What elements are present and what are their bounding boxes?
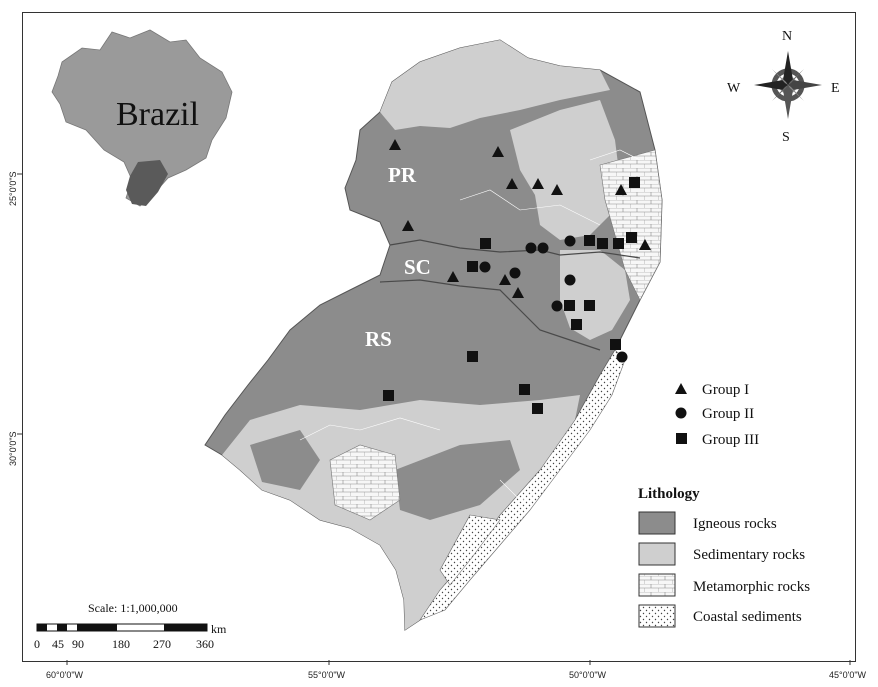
compass-e-label: E: [831, 81, 840, 96]
state-label-rs: RS: [365, 327, 392, 351]
group-1-point: [402, 220, 414, 231]
legend-sedimentary-label: Sedimentary rocks: [693, 547, 805, 563]
x-tick-label: 45°0'0"W: [829, 670, 867, 680]
group-1-point: [639, 239, 651, 250]
group-2-points: [479, 235, 628, 363]
scale-label: 180: [112, 637, 130, 651]
scale-label: 90: [72, 637, 84, 651]
group-1-point: [447, 271, 459, 282]
legend-group-3-label: Group III: [702, 432, 759, 448]
group-2-point: [564, 235, 576, 247]
group-3-point: [383, 390, 394, 401]
group-3-point: [571, 319, 582, 330]
group-legend: Group I Group II Group III: [675, 382, 759, 448]
scale-bar: Scale: 1:1,000,000 km 0 45 90 180 270 36…: [34, 601, 227, 651]
scale-label: 0: [34, 637, 40, 651]
group-3-point: [519, 384, 530, 395]
axis-ticks: [17, 173, 851, 665]
compass-s-label: S: [782, 130, 790, 145]
legend-coastal-label: Coastal sediments: [693, 609, 802, 625]
brazil-label: Brazil: [116, 96, 199, 133]
legend-metamorphic-label: Metamorphic rocks: [693, 579, 810, 595]
brazil-inset-map: Brazil: [51, 29, 233, 207]
group-3-points: [383, 177, 640, 414]
state-label-pr: PR: [388, 163, 417, 187]
x-tick-label: 60°0'0"W: [46, 670, 84, 680]
group-3-point: [480, 238, 491, 249]
legend-coastal-swatch: [638, 604, 676, 628]
group-1-point: [615, 184, 627, 195]
y-tick-label: 30°0'0"S: [8, 431, 18, 466]
legend-triangle-icon: [675, 383, 687, 394]
scale-unit: km: [211, 622, 227, 636]
legend-igneous-label: Igneous rocks: [693, 516, 777, 532]
group-3-point: [626, 232, 637, 243]
group-2-point: [479, 261, 491, 273]
group-2-point: [509, 267, 521, 279]
legend-igneous-swatch: [638, 511, 676, 535]
legend-group-1-label: Group I: [702, 382, 749, 398]
group-3-point: [467, 261, 478, 272]
lithology-title: Lithology: [638, 486, 700, 502]
legend-circle-icon: [675, 407, 687, 419]
group-3-point: [597, 238, 608, 249]
group-2-point: [525, 242, 537, 254]
group-2-point: [551, 300, 563, 312]
lithology-legend: Lithology Igneous rocks Sedimentary rock…: [638, 486, 810, 628]
southern-brazil-map: [204, 39, 663, 631]
state-label-sc: SC: [404, 255, 431, 279]
group-1-points: [389, 139, 651, 298]
legend-sedimentary-swatch: [638, 542, 676, 566]
group-1-point: [389, 139, 401, 150]
group-2-point: [537, 242, 549, 254]
group-3-point: [613, 238, 624, 249]
compass-rose-icon: [754, 51, 822, 119]
group-3-point: [564, 300, 575, 311]
scale-label: 360: [196, 637, 214, 651]
group-3-point: [467, 351, 478, 362]
scale-label: 45: [52, 637, 64, 651]
group-3-point: [610, 339, 621, 350]
group-3-point: [532, 403, 543, 414]
compass-n-label: N: [782, 29, 792, 44]
group-3-point: [584, 235, 595, 246]
group-1-point: [506, 178, 518, 189]
y-tick-label: 25°0'0"S: [8, 171, 18, 206]
compass-w-label: W: [727, 81, 741, 96]
legend-metamorphic-swatch: [638, 573, 676, 597]
scale-label: 270: [153, 637, 171, 651]
group-1-point: [512, 287, 524, 298]
x-tick-label: 50°0'0"W: [569, 670, 607, 680]
sample-points: [383, 139, 651, 414]
group-3-point: [584, 300, 595, 311]
legend-square-icon: [676, 433, 687, 444]
group-1-point: [492, 146, 504, 157]
group-2-point: [564, 274, 576, 286]
group-1-point: [532, 178, 544, 189]
group-1-point: [551, 184, 563, 195]
legend-group-2-label: Group II: [702, 406, 754, 422]
x-tick-label: 55°0'0"W: [308, 670, 346, 680]
scale-title: Scale: 1:1,000,000: [88, 601, 178, 615]
group-1-point: [499, 274, 511, 285]
group-2-point: [616, 351, 628, 363]
group-3-point: [629, 177, 640, 188]
